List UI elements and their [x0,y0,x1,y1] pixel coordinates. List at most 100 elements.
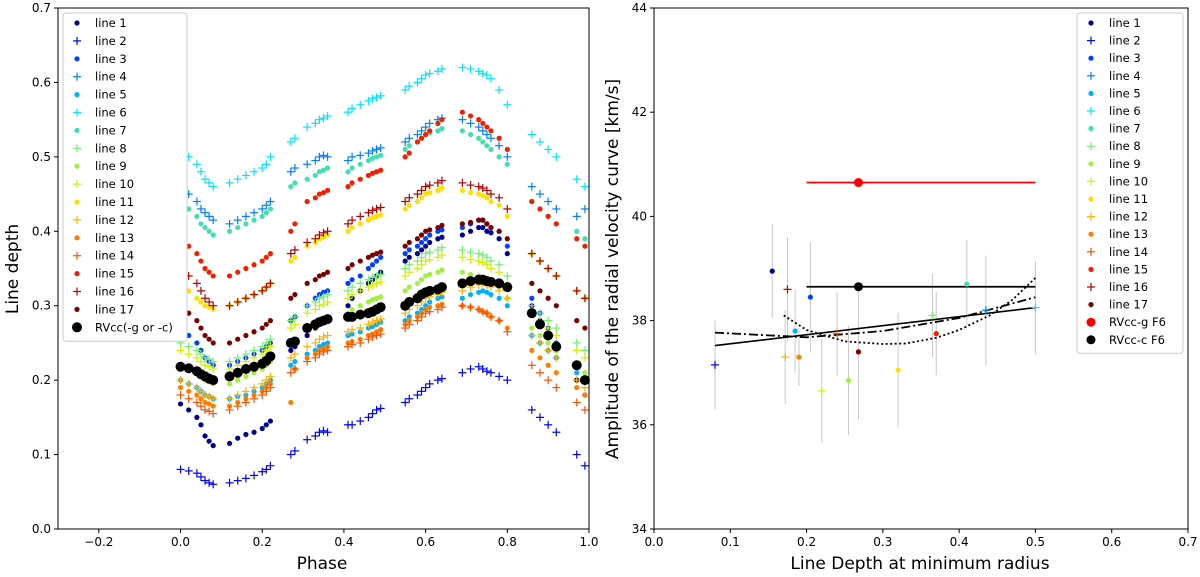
legend-marker [1088,55,1094,61]
point [198,325,204,331]
left-ticks: −0.2 0.0 0.2 0.4 0.6 0.8 1.0 0.0 0.1 0.2 0.3 0.4 0.5… [32,1,599,549]
x-tick-label: 0.7 [1178,535,1197,549]
point [414,251,421,257]
point [421,309,430,318]
point [357,258,363,264]
point [251,429,257,435]
point [425,69,434,78]
point [210,443,216,449]
point [201,476,210,485]
x-tick-label: −0.2 [84,535,113,549]
point [459,221,465,227]
point [202,399,208,406]
point [258,286,267,295]
legend-marker [1086,335,1096,345]
legend-marker [1088,231,1094,237]
point [292,221,298,227]
point [401,197,410,206]
point [503,152,512,161]
point [365,172,372,179]
point [319,332,328,341]
point [175,361,186,372]
legend-marker [1087,283,1095,291]
point [482,367,491,376]
legend-label: RVcc(-g or -c) [95,320,173,334]
point [369,297,376,303]
right-panel: 0.0 0.1 0.2 0.3 0.4 0.5 0.6 0.7 34 36 38 40 42 44 Lin… [603,1,1198,574]
point [574,318,580,324]
point [406,284,412,290]
point [504,146,510,153]
point [423,228,429,234]
point [266,197,275,206]
point [286,249,295,258]
point [574,370,580,376]
point [233,353,242,362]
point [250,346,259,355]
point [439,125,445,132]
point [580,294,589,303]
point [480,120,486,126]
point [348,104,357,113]
point [527,331,536,340]
point [374,258,380,264]
point [235,336,241,342]
point [459,224,465,231]
point [364,275,373,284]
legend-label: line 16 [95,285,134,299]
point [323,297,332,306]
point [348,340,357,349]
point [467,291,474,298]
x-tick-label: 0.0 [171,535,190,549]
point [241,474,250,483]
point [478,126,487,135]
point [250,471,259,480]
point [427,299,433,305]
point [545,362,551,368]
point [290,446,299,455]
point [439,234,445,240]
point [316,191,323,197]
point [402,146,408,153]
point [414,243,421,249]
point [311,297,320,306]
point [421,383,430,392]
point [198,258,204,264]
point [356,417,365,426]
legend-marker [73,36,81,45]
point [544,197,553,206]
legend-marker [1088,266,1094,272]
point [184,342,193,351]
point [233,175,242,184]
point [544,145,553,154]
y-tick-label: 0.2 [32,373,51,387]
point [486,190,495,199]
legend-marker [1086,317,1096,327]
point [365,265,372,272]
point [205,355,214,364]
point [201,208,210,217]
point [421,123,430,132]
point [417,312,426,321]
point [418,135,425,141]
point [529,325,535,331]
point [368,318,377,327]
point [372,145,381,154]
legend-marker [1088,161,1094,167]
point [356,324,365,333]
point [319,228,328,237]
point [378,249,384,255]
point [209,480,218,489]
point [364,97,373,106]
point [376,404,385,413]
point [571,360,582,371]
x-tick-label: 0.3 [873,535,892,549]
point [482,70,491,79]
point [478,251,487,260]
point [258,350,267,359]
point [405,260,414,269]
point [417,126,426,135]
point [288,295,294,301]
point [417,186,426,195]
point [241,387,250,396]
